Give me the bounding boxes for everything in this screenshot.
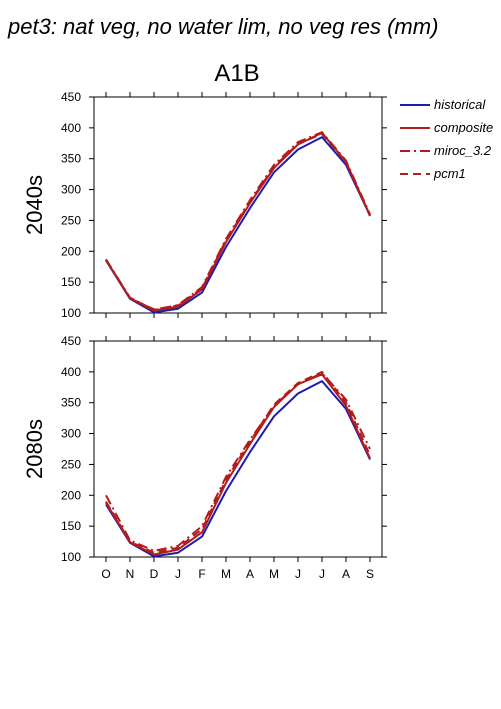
plot-frame [93,96,383,314]
x-tick-label: J [295,567,301,581]
y-tick-label: 150 [61,519,81,533]
legend: historical composite miroc_3.2 pcm1 [400,97,493,181]
panel-2080s: 100 150 200 250 300 350 400 450 O N D J F M A M J J A S 2080… [22,334,387,581]
y-tick-label: 250 [61,457,81,471]
y-tick-label: 200 [61,488,81,502]
x-tick-label: F [198,567,205,581]
plot-frame [93,340,383,558]
series-line-historical [105,136,371,314]
x-tick-label: S [366,567,374,581]
legend-item-historical: historical [400,97,486,112]
x-tick-label: A [342,567,350,581]
x-tick-label: M [269,567,279,581]
y-tick-label: 400 [61,365,81,379]
row-label: 2080s [22,419,47,479]
series-line-pcm1 [105,370,371,554]
y-tick-label: 350 [61,152,81,166]
row-label: 2040s [22,175,47,235]
x-tick-label: D [150,567,159,581]
series-line-pcm1 [105,133,371,311]
x-tick-label: M [221,567,231,581]
x-tick-label: J [175,567,181,581]
y-tick-label: 150 [61,275,81,289]
panels: 100 150 200 250 300 350 400 450 2040s 100 150 200 25… [22,90,387,581]
x-tick-label: J [319,567,325,581]
legend-item-composite: composite [400,120,493,135]
legend-item-pcm1: pcm1 [400,166,466,181]
y-tick-label: 100 [61,306,81,320]
legend-label-composite: composite [434,120,493,135]
legend-label-historical: historical [434,97,486,112]
series-line-historical [105,380,371,558]
y-tick-label: 350 [61,396,81,410]
y-tick-label: 450 [61,90,81,104]
y-tick-label: 250 [61,213,81,227]
legend-item-miroc: miroc_3.2 [400,143,492,158]
y-tick-label: 200 [61,244,81,258]
x-tick-label: O [101,567,110,581]
legend-label-miroc: miroc_3.2 [434,143,492,158]
figure-title: pet3: nat veg, no water lim, no veg res … [7,14,438,39]
x-tick-label: N [126,567,135,581]
y-tick-label: 400 [61,121,81,135]
x-tick-label: A [246,567,254,581]
y-tick-label: 100 [61,550,81,564]
legend-label-pcm1: pcm1 [433,166,466,181]
y-tick-label: 450 [61,334,81,348]
series-line-miroc_3.2 [105,372,371,552]
y-tick-label: 300 [61,183,81,197]
scenario-label: A1B [214,60,259,87]
y-tick-label: 300 [61,427,81,441]
series-line-composite [105,373,371,556]
panel-2040s: 100 150 200 250 300 350 400 450 2040s [22,90,387,320]
